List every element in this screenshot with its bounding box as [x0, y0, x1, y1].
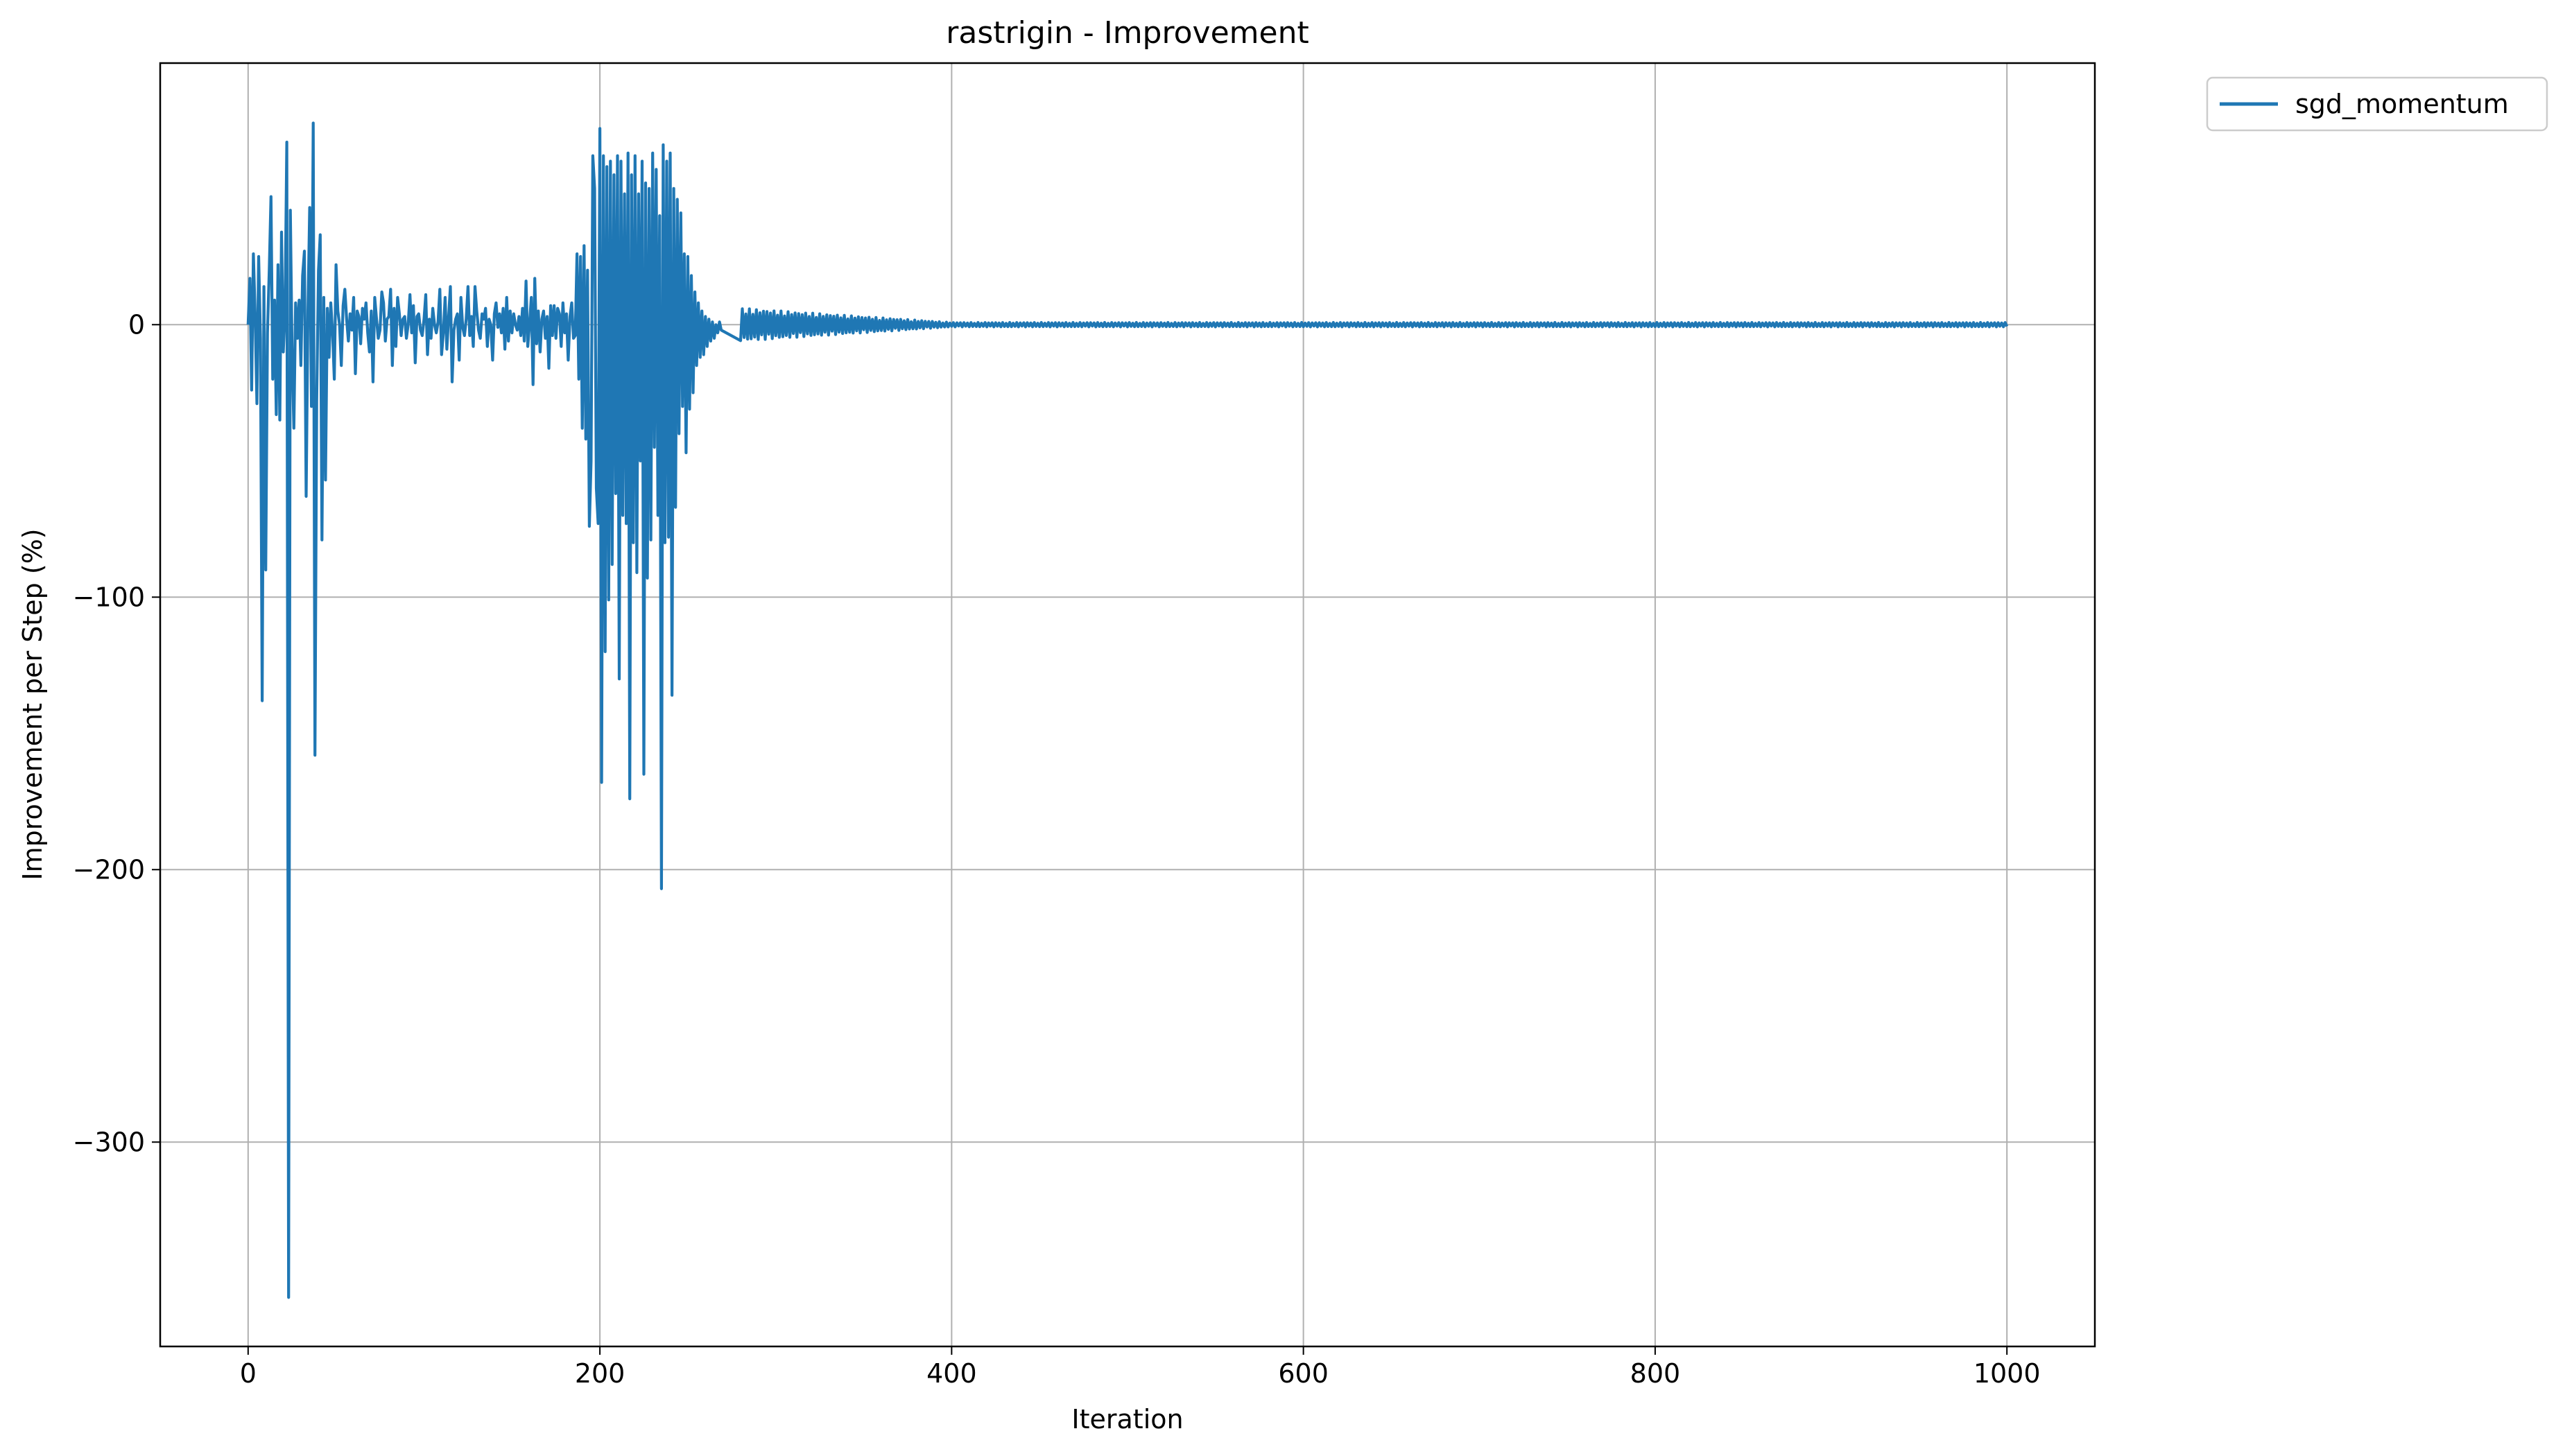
x-tick-label: 200	[575, 1358, 625, 1389]
x-tick-label: 600	[1278, 1358, 1329, 1389]
y-tick-label: −100	[73, 582, 145, 612]
series-line-sgd_momentum	[246, 121, 2009, 1299]
x-tick-label: 800	[1630, 1358, 1681, 1389]
y-tick-label: −200	[73, 854, 145, 885]
legend: sgd_momentum	[2206, 76, 2548, 132]
x-axis-label: Iteration	[1071, 1404, 1183, 1435]
y-tick-label: 0	[128, 309, 145, 340]
legend-frame	[2206, 76, 2548, 132]
y-axis-label: Improvement per Step (%)	[17, 528, 48, 880]
y-axis-ticks: 0 −100 −200 −300	[73, 309, 160, 1157]
plot-frame	[159, 62, 2096, 1348]
chart-title: rastrigin - Improvement	[946, 15, 1309, 51]
series-layer	[246, 121, 2009, 1299]
legend-label: sgd_momentum	[2295, 89, 2509, 119]
grid-lines	[160, 63, 2095, 1346]
x-tick-label: 0	[240, 1358, 257, 1389]
x-tick-label: 1000	[1974, 1358, 2041, 1389]
x-axis-ticks: 0 200 400 600 800 1000	[240, 1346, 2041, 1389]
y-tick-label: −300	[73, 1127, 145, 1157]
x-tick-label: 400	[926, 1358, 977, 1389]
